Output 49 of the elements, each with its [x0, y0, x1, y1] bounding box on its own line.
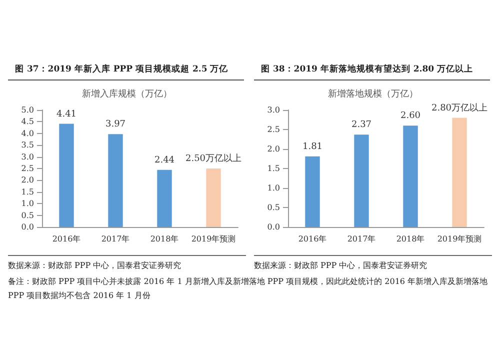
- data-label: 3.97: [105, 120, 126, 130]
- bar: [206, 168, 221, 227]
- chart-title: 图 38：2019 年新落地规模有望达到 2.80 万亿以上: [261, 64, 474, 74]
- y-tick-label: 2.5: [21, 164, 34, 173]
- y-tick-label: 5.0: [21, 106, 34, 114]
- data-label: 4.41: [56, 109, 77, 120]
- chart-subtitle: 新增入库规模（万亿）: [82, 88, 172, 100]
- text: 备注：财政部 PPP 项目中心并未披露 2016 年 1 月新增入库及新增落地 PPP 项目规模，因此此处统计的 2016 年新增入库及新增落地 PPP 项目数据均不包含 2016 年 1 月份: [8, 276, 489, 302]
- y-tick-label: 3.0: [267, 106, 280, 114]
- y-tick-label: 0.5: [267, 203, 280, 212]
- y-tick-label: 3.5: [21, 140, 34, 150]
- y-tick-label: 2.5: [267, 125, 280, 134]
- y-tick-label: 1.5: [21, 187, 34, 196]
- y-tick-label: 4.0: [21, 128, 34, 138]
- bar: [354, 134, 369, 227]
- y-tick-label: 3.0: [21, 152, 34, 162]
- y-tick-label: 2.0: [267, 144, 280, 154]
- bar: [403, 126, 418, 227]
- y-tick-label: 1.0: [267, 184, 280, 192]
- y-tick-label: 0.0: [267, 222, 280, 232]
- data-label: 2.80万亿以上: [431, 102, 488, 114]
- y-tick-label: 2.0: [21, 176, 34, 185]
- bar: [452, 118, 467, 227]
- data-label: 2.50万亿以上: [185, 153, 242, 164]
- x-tick-label: 2019年预测: [437, 234, 482, 244]
- chart-title: 图 37：2019 年新入库 PPP 项目规模或超 2.5 万亿: [15, 64, 230, 74]
- bar: [108, 134, 123, 227]
- y-tick-label: 4.5: [21, 117, 34, 126]
- bar: [305, 156, 320, 227]
- source-note: 数据来源：财政部 PPP 中心，国泰君安证券研究: [254, 260, 428, 271]
- data-label: 1.81: [302, 142, 323, 152]
- x-tick-label: 2019年预测: [191, 234, 236, 244]
- x-tick-label: 2016年: [298, 234, 327, 244]
- x-tick-label: 2017年: [347, 234, 376, 244]
- chart-subtitle: 新增落地规模（万亿）: [328, 88, 418, 100]
- bar: [59, 124, 74, 227]
- x-tick-label: 2018年: [396, 234, 425, 244]
- bar: [157, 170, 172, 227]
- x-tick-label: 2018年: [150, 234, 179, 244]
- y-tick-label: 1.5: [267, 164, 280, 173]
- y-tick-label: 1.0: [21, 199, 34, 208]
- y-tick-label: 0.5: [21, 210, 34, 220]
- data-label: 2.44: [154, 155, 175, 166]
- data-label: 2.37: [351, 120, 372, 130]
- x-tick-label: 2016年: [52, 234, 81, 244]
- source-note: 数据来源：财政部 PPP 中心，国泰君安证券研究: [8, 260, 182, 271]
- data-label: 2.60: [400, 111, 421, 122]
- x-tick-label: 2017年: [101, 234, 130, 244]
- y-tick-label: 0.0: [21, 222, 34, 232]
